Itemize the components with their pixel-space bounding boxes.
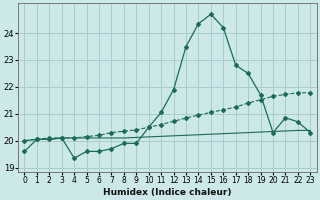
- X-axis label: Humidex (Indice chaleur): Humidex (Indice chaleur): [103, 188, 232, 197]
